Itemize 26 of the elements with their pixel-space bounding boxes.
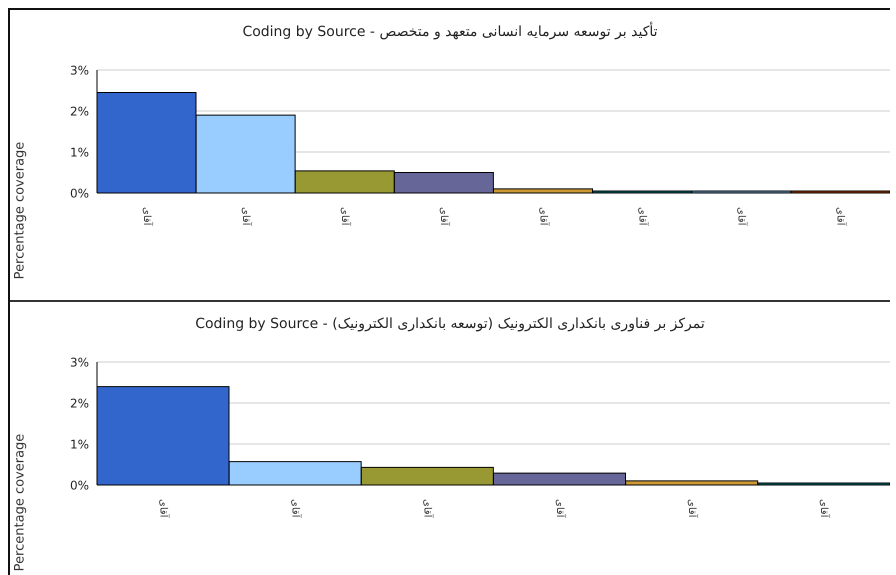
x-tick-label: آقای: [537, 207, 550, 227]
x-tick-label: آقای: [438, 207, 452, 227]
x-tick-label: آقای: [140, 207, 154, 227]
chart-title: Coding by Source - (تمرکز بر فناوری بانکداری الکترونیک (توسعه بانکداری الکترونیک: [194, 315, 706, 334]
x-tick-label: آقای: [736, 207, 749, 227]
x-tick-label: آقای: [157, 499, 170, 519]
x-tick-label: آقای: [290, 499, 303, 519]
y-tick-label: 3%: [70, 355, 89, 370]
y-tick-label: 1%: [70, 145, 89, 160]
y-tick-label: 2%: [70, 396, 89, 410]
chart-title: Coding by Source - تأکید بر توسعه سرمایه انسانی متعهد و متخصص: [241, 20, 659, 42]
y-axis-title: Percentage coverage: [12, 141, 28, 279]
x-tick-label: آقای: [834, 207, 848, 227]
y-tick-label: 3%: [70, 63, 89, 78]
y-tick-label: 0%: [70, 186, 89, 200]
x-tick-label: آقای: [636, 207, 650, 227]
x-tick-label: آقای: [422, 499, 435, 519]
y-tick-label: 2%: [70, 104, 89, 118]
x-tick-label: آقای: [554, 499, 567, 519]
x-tick-label: آقای: [240, 207, 253, 227]
x-tick-label: آقای: [339, 207, 352, 227]
x-tick-label: آقای: [818, 499, 832, 519]
y-tick-label: 1%: [70, 437, 89, 452]
x-tick-label: آقای: [686, 499, 700, 519]
y-axis-title: Percentage coverage: [12, 433, 28, 571]
y-tick-label: 0%: [70, 478, 89, 492]
